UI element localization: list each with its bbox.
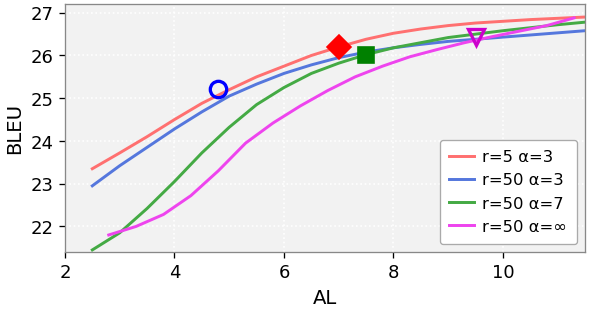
Legend: r=5 α=3, r=50 α=3, r=50 α=7, r=50 α=∞: r=5 α=3, r=50 α=3, r=50 α=7, r=50 α=∞ (440, 140, 577, 244)
X-axis label: AL: AL (313, 288, 337, 307)
Y-axis label: BLEU: BLEU (5, 103, 24, 154)
